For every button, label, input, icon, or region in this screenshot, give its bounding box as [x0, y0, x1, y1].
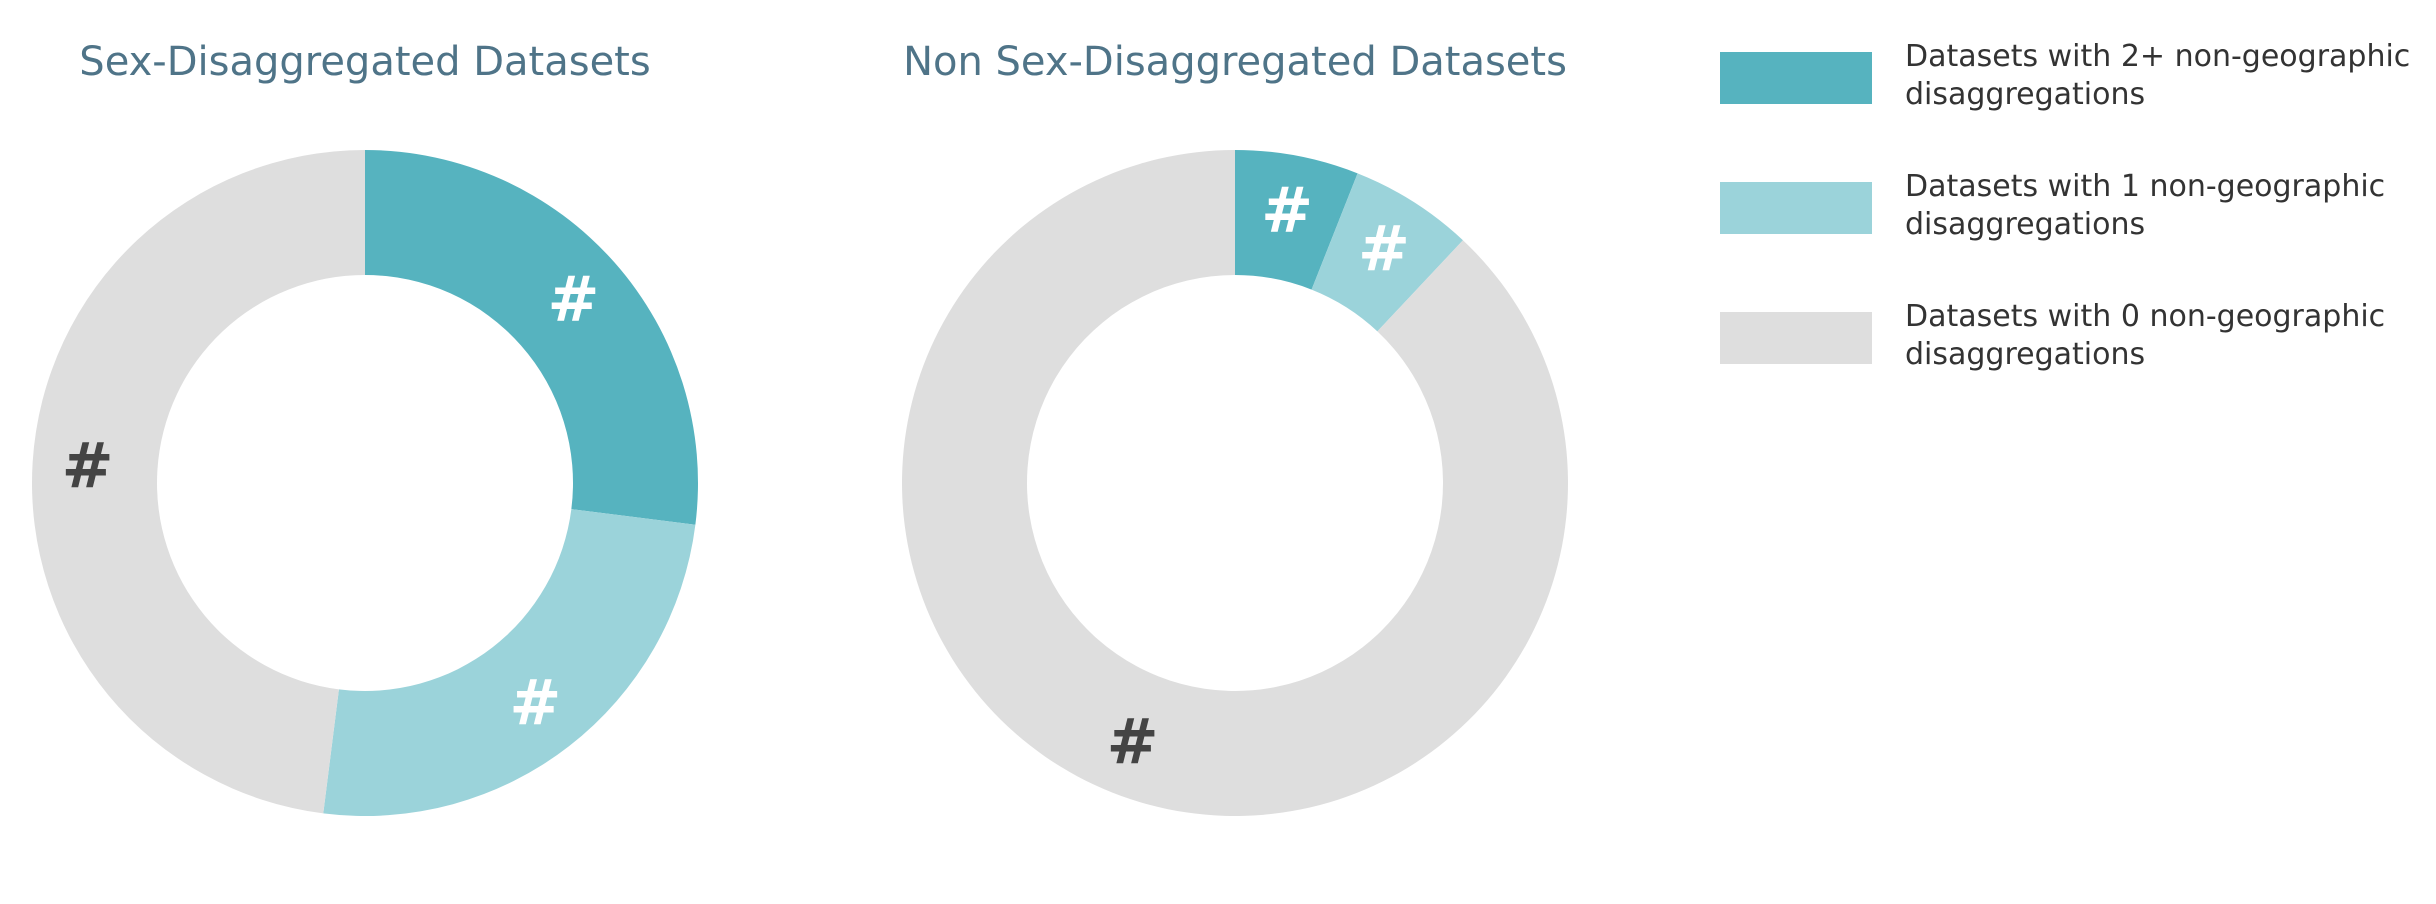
slice-label: #	[1261, 173, 1313, 246]
legend: Datasets with 2+ non-geographic disaggre…	[1720, 39, 2410, 372]
legend-swatch	[1720, 52, 1872, 104]
chart-title: Sex-Disaggregated Datasets	[79, 39, 650, 85]
legend-swatch	[1720, 182, 1872, 234]
donut-slice-1	[1311, 173, 1463, 332]
legend-swatch	[1720, 312, 1872, 364]
legend-label-line1: Datasets with 1 non-geographic	[1905, 169, 2385, 204]
legend-item-2plus: Datasets with 2+ non-geographic disaggre…	[1720, 39, 2410, 112]
donut-chart-sex-disaggregated: Sex-Disaggregated Datasets # # #	[31, 39, 698, 816]
donut-slice-0	[31, 150, 366, 814]
legend-label-line1: Datasets with 2+ non-geographic	[1905, 39, 2410, 74]
legend-label-line2: disaggregations	[1905, 207, 2145, 242]
legend-label-line1: Datasets with 0 non-geographic	[1905, 299, 2385, 334]
slice-label: #	[1107, 705, 1159, 778]
chart-title: Non Sex-Disaggregated Datasets	[903, 39, 1567, 85]
donut-slice-2plus	[365, 150, 698, 525]
donut-slice-1	[323, 509, 696, 816]
slice-label: #	[509, 666, 561, 739]
donut-slice-2plus	[1235, 150, 1358, 290]
slice-label: #	[1358, 212, 1410, 285]
donut-slice-0	[902, 150, 1568, 816]
legend-item-0: Datasets with 0 non-geographic disaggreg…	[1720, 299, 2385, 372]
donut-chart-non-sex-disaggregated: Non Sex-Disaggregated Datasets # # #	[902, 39, 1568, 816]
slice-label: #	[548, 263, 600, 336]
legend-item-1: Datasets with 1 non-geographic disaggreg…	[1720, 169, 2385, 242]
slice-label: #	[62, 429, 114, 502]
legend-label-line2: disaggregations	[1905, 77, 2145, 112]
legend-label-line2: disaggregations	[1905, 337, 2145, 372]
